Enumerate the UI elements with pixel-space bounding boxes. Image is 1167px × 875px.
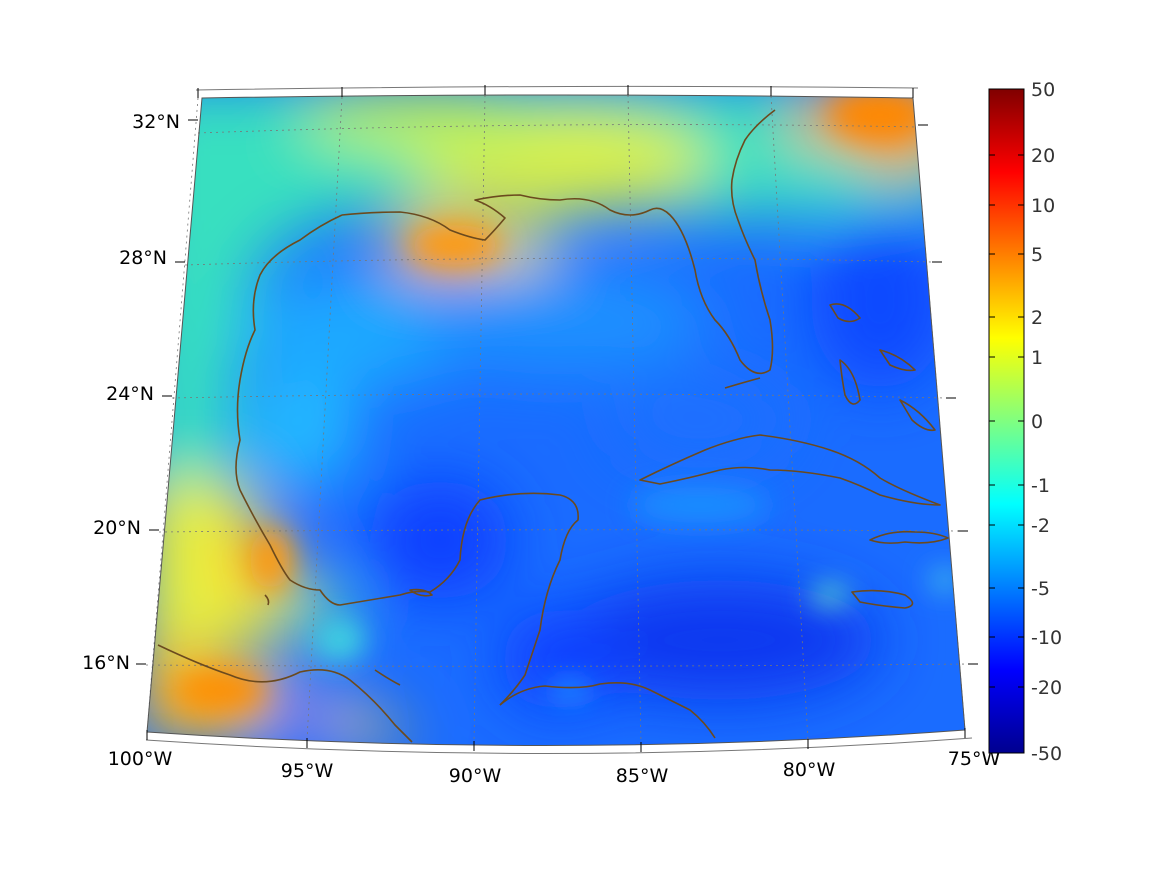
- data-field: [147, 95, 965, 746]
- longitude-labels: 100°W 95°W 90°W 85°W 80°W 75°W: [108, 748, 1001, 787]
- lon-label: 90°W: [449, 765, 502, 787]
- lat-label: 16°N: [82, 652, 130, 674]
- colorbar-tick-label: 2: [1031, 307, 1043, 329]
- lon-label: 75°W: [948, 748, 1001, 770]
- colorbar-tick-label: -10: [1031, 627, 1062, 649]
- lat-label: 28°N: [119, 247, 167, 269]
- latitude-labels: 32°N 28°N 24°N 20°N 16°N: [82, 111, 180, 674]
- colorbar-tick-label: -20: [1031, 677, 1062, 699]
- lon-label: 85°W: [616, 765, 669, 787]
- lon-label: 95°W: [281, 760, 334, 782]
- lat-label: 20°N: [93, 517, 141, 539]
- colorbar-tick-label: 50: [1031, 79, 1055, 101]
- colorbar-tick-label: 20: [1031, 145, 1055, 167]
- colorbar-tick-label: 5: [1031, 244, 1043, 266]
- colorbar-tick-label: -2: [1031, 515, 1050, 537]
- lat-label: 32°N: [132, 111, 180, 133]
- lon-label: 80°W: [783, 759, 836, 781]
- colorbar-tick-label: -50: [1031, 743, 1062, 765]
- lat-label: 24°N: [106, 383, 154, 405]
- map-frame: [145, 85, 973, 755]
- axis-ticks: [136, 85, 978, 752]
- colorbar-tick-label: 10: [1031, 195, 1055, 217]
- colorbar-tick-label: -1: [1031, 475, 1050, 497]
- colorbar-tick-label: -5: [1031, 578, 1050, 600]
- coastline: [157, 109, 949, 743]
- colorbar-tick-label: 0: [1031, 411, 1043, 433]
- colorbar-tick-label: 1: [1031, 347, 1043, 369]
- lon-label: 100°W: [108, 748, 173, 770]
